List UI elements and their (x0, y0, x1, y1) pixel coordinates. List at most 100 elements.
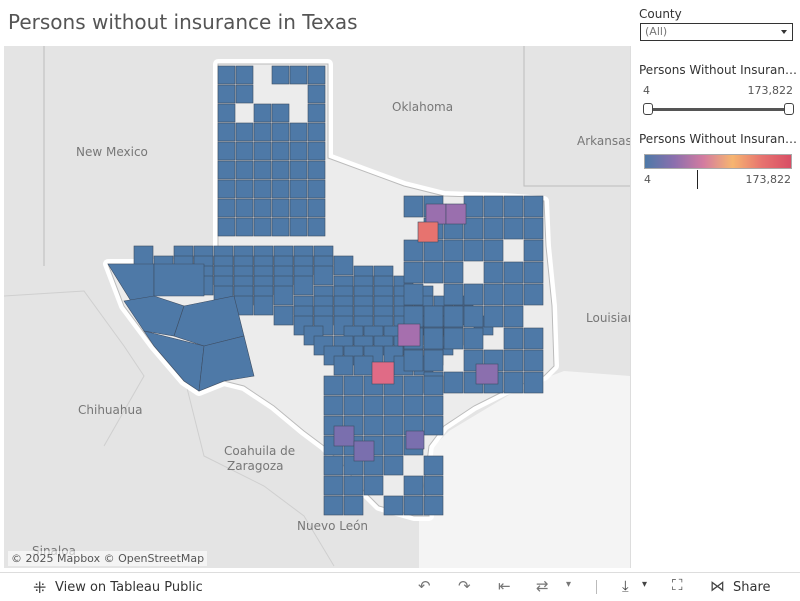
county-shape[interactable] (403, 495, 424, 516)
county-shape[interactable] (217, 122, 236, 142)
county-shape[interactable] (483, 217, 504, 240)
map-attribution[interactable]: © 2025 Mapbox © OpenStreetMap (8, 551, 208, 566)
county-shape-highlighted[interactable] (333, 425, 355, 447)
county-shape[interactable] (253, 160, 272, 180)
county-shape[interactable] (307, 198, 326, 218)
county-shape[interactable] (271, 198, 290, 218)
share-icon[interactable]: ⋈ (710, 577, 725, 595)
county-shape-highlighted[interactable] (353, 440, 375, 462)
county-shape[interactable] (271, 160, 290, 180)
county-shape[interactable] (323, 495, 344, 516)
county-shape[interactable] (423, 327, 444, 350)
county-shape[interactable] (463, 217, 484, 240)
county-shape[interactable] (503, 195, 524, 218)
county-shape[interactable] (217, 84, 236, 104)
county-shape[interactable] (235, 160, 254, 180)
refresh-icon[interactable]: ⇄ (536, 577, 549, 595)
undo-icon[interactable]: ↶ (418, 577, 431, 595)
county-shape[interactable] (363, 475, 384, 496)
county-shape[interactable] (463, 195, 484, 218)
county-shape[interactable] (443, 371, 464, 394)
county-shape[interactable] (217, 103, 236, 123)
range-slider-min-handle[interactable] (643, 103, 653, 115)
county-shape[interactable] (333, 255, 354, 276)
county-shape[interactable] (323, 475, 344, 496)
revert-icon[interactable]: ⇤ (498, 577, 511, 595)
county-shape[interactable] (463, 239, 484, 262)
redo-icon[interactable]: ↷ (458, 577, 471, 595)
county-shape[interactable] (383, 455, 404, 476)
county-shape[interactable] (253, 179, 272, 199)
county-shape[interactable] (343, 395, 364, 416)
county-shape[interactable] (443, 327, 464, 350)
county-shape[interactable] (253, 217, 272, 237)
download-dropdown-icon[interactable]: ▾ (642, 579, 648, 590)
county-shape[interactable] (307, 84, 326, 104)
county-shape[interactable] (423, 261, 444, 284)
county-shape[interactable] (253, 122, 272, 142)
county-shape[interactable] (483, 261, 504, 284)
county-shape[interactable] (235, 84, 254, 104)
county-shape-highlighted[interactable] (425, 203, 447, 225)
county-shape[interactable] (463, 327, 484, 350)
county-shape[interactable] (153, 263, 205, 297)
county-shape[interactable] (217, 160, 236, 180)
county-shape[interactable] (313, 265, 334, 286)
county-shape[interactable] (403, 395, 424, 416)
county-shape[interactable] (253, 141, 272, 161)
county-shape[interactable] (271, 217, 290, 237)
county-shape[interactable] (253, 295, 274, 316)
county-shape[interactable] (423, 455, 444, 476)
county-shape[interactable] (503, 349, 524, 372)
county-shape[interactable] (403, 195, 424, 218)
county-shape[interactable] (217, 141, 236, 161)
view-on-tableau-link[interactable]: View on Tableau Public (55, 580, 203, 595)
county-shape[interactable] (383, 435, 404, 456)
county-shape[interactable] (403, 375, 424, 396)
county-shape[interactable] (363, 415, 384, 436)
county-shape-highlighted[interactable] (371, 361, 395, 385)
county-shape[interactable] (343, 475, 364, 496)
county-shape[interactable] (523, 217, 544, 240)
county-shape[interactable] (503, 327, 524, 350)
county-shape[interactable] (253, 103, 272, 123)
county-shape[interactable] (217, 217, 236, 237)
county-shape[interactable] (523, 195, 544, 218)
county-shape[interactable] (403, 283, 424, 306)
county-shape[interactable] (323, 395, 344, 416)
county-shape[interactable] (271, 141, 290, 161)
county-shape[interactable] (423, 415, 444, 436)
county-shape[interactable] (307, 217, 326, 237)
county-shape[interactable] (423, 349, 444, 372)
county-shape[interactable] (133, 245, 154, 266)
county-shape[interactable] (483, 283, 504, 306)
county-shape[interactable] (363, 395, 384, 416)
county-shape[interactable] (423, 239, 444, 262)
map-canvas[interactable] (4, 46, 630, 568)
fullscreen-icon[interactable]: ⛶ (672, 576, 683, 594)
county-shape[interactable] (403, 475, 424, 496)
county-shape[interactable] (289, 179, 308, 199)
county-shape[interactable] (235, 65, 254, 85)
county-shape[interactable] (235, 141, 254, 161)
county-shape[interactable] (443, 239, 464, 262)
county-shape[interactable] (271, 179, 290, 199)
county-shape[interactable] (463, 283, 484, 306)
county-shape[interactable] (217, 65, 236, 85)
county-shape[interactable] (289, 122, 308, 142)
county-shape[interactable] (307, 103, 326, 123)
county-shape[interactable] (383, 415, 404, 436)
county-shape-highlighted[interactable] (405, 430, 425, 450)
county-shape[interactable] (523, 261, 544, 284)
county-shape[interactable] (307, 141, 326, 161)
county-shape[interactable] (403, 239, 424, 262)
share-button[interactable]: Share (733, 580, 771, 595)
county-shape[interactable] (503, 217, 524, 240)
county-shape[interactable] (343, 375, 364, 396)
county-shape[interactable] (307, 160, 326, 180)
county-shape[interactable] (403, 261, 424, 284)
county-shape-highlighted[interactable] (417, 221, 439, 243)
county-dropdown[interactable]: (All) (640, 23, 793, 41)
county-shape[interactable] (343, 495, 364, 516)
county-shape[interactable] (423, 495, 444, 516)
